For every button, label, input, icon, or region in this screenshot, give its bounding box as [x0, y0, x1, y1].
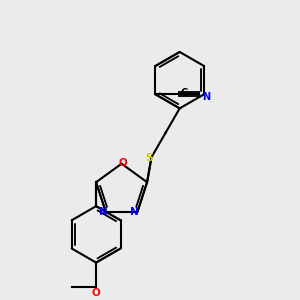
Text: O: O	[92, 288, 100, 298]
Text: N: N	[130, 207, 139, 217]
Text: S: S	[146, 153, 154, 164]
Text: O: O	[118, 158, 127, 167]
Text: C: C	[180, 88, 188, 98]
Text: N: N	[98, 207, 107, 217]
Text: N: N	[202, 92, 211, 102]
